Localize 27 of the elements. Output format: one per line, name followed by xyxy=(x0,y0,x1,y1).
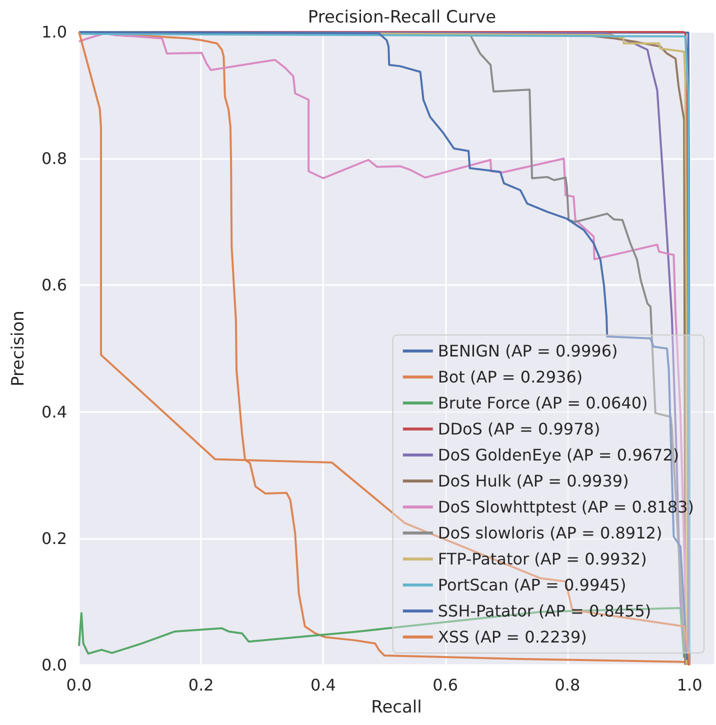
y-tick-label: 0.6 xyxy=(42,276,67,295)
legend-label: FTP-Patator (AP = 0.9932) xyxy=(438,550,647,568)
x-tick-label: 0.4 xyxy=(310,676,336,694)
legend-label: DoS Hulk (AP = 0.9939) xyxy=(438,472,629,490)
y-tick-label: 0.2 xyxy=(42,528,67,548)
y-tick-label: 0.4 xyxy=(42,402,67,422)
x-tick-label: 0.0 xyxy=(66,676,92,694)
legend-label: XSS (AP = 0.2239) xyxy=(438,628,587,646)
legend-label: DDoS (AP = 0.9978) xyxy=(438,420,600,438)
x-tick-label: 0.6 xyxy=(432,676,458,694)
legend-label: Bot (AP = 0.2936) xyxy=(438,368,583,386)
x-tick-label: 1.0 xyxy=(676,676,702,694)
y-axis-title: Precision xyxy=(8,310,28,386)
y-tick-label: 1.0 xyxy=(42,22,67,42)
x-tick-label: 0.8 xyxy=(554,676,580,694)
chart-title: Precision-Recall Curve xyxy=(308,8,496,28)
y-tick-label: 0.0 xyxy=(42,656,67,674)
legend-label: PortScan (AP = 0.9945) xyxy=(438,576,626,594)
legend-label: DoS Slowhttptest (AP = 0.8183) xyxy=(438,498,694,516)
legend-label: Brute Force (AP = 0.0640) xyxy=(438,394,648,412)
y-tick-label: 0.8 xyxy=(42,149,67,168)
legend-label: BENIGN (AP = 0.9996) xyxy=(438,342,618,360)
legend-label: DoS GoldenEye (AP = 0.9672) xyxy=(438,446,680,464)
legend-label: SSH-Patator (AP = 0.8455) xyxy=(438,602,652,620)
x-axis-title: Recall xyxy=(371,698,422,718)
legend-label: DoS slowloris (AP = 0.8912) xyxy=(438,524,662,542)
x-tick-label: 0.2 xyxy=(188,676,214,694)
